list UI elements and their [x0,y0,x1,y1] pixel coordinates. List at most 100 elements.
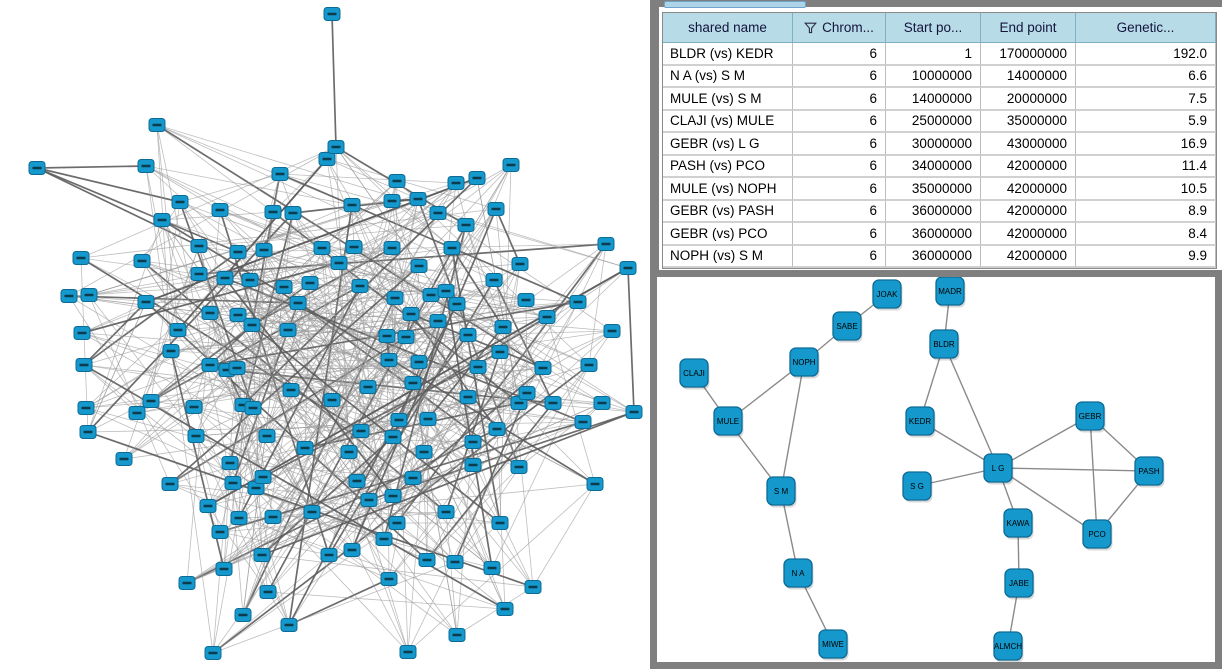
table-cell[interactable]: 6 [793,133,886,156]
table-cell[interactable]: 6 [793,200,886,223]
overview-node[interactable] [352,424,370,438]
node-miwe[interactable]: MIWE [818,629,849,661]
overview-node[interactable] [323,393,341,407]
overview-node[interactable] [491,516,509,530]
table-cell[interactable]: GEBR (vs) L G [663,133,793,156]
overview-node[interactable] [229,308,247,322]
detail-network-canvas[interactable]: JOAK MADR SABE BLDR NOPH CLAJI MULE KEDR GEBR L G… [657,277,1215,662]
overview-node[interactable] [128,406,146,420]
overview-node[interactable] [437,505,455,519]
overview-node[interactable] [446,555,464,569]
overview-node[interactable] [204,646,222,660]
overview-node[interactable] [378,329,396,343]
table-cell[interactable]: 14000000 [981,65,1076,88]
table-cell[interactable]: 42000000 [981,155,1076,178]
overview-node[interactable] [422,288,440,302]
table-cell[interactable]: 7.5 [1076,88,1216,111]
overview-node[interactable] [464,435,482,449]
overview-node[interactable] [243,318,261,332]
overview-node[interactable] [375,532,393,546]
overview-node[interactable] [469,360,487,374]
overview-node[interactable] [448,297,466,311]
table-cell[interactable]: 6 [793,88,886,111]
table-cell[interactable]: 6 [793,110,886,133]
table-cell[interactable]: 42000000 [981,200,1076,223]
overview-node[interactable] [340,445,358,459]
overview-node[interactable] [447,176,465,190]
overview-node[interactable] [241,273,259,287]
overview-node[interactable] [296,441,314,455]
overview-node[interactable] [510,460,528,474]
overview-node[interactable] [380,572,398,586]
table-cell[interactable]: 5.9 [1076,110,1216,133]
overview-node[interactable] [429,314,447,328]
overview-node[interactable] [580,358,598,372]
table-cell[interactable]: 1 [886,43,981,66]
table-cell[interactable]: 10.5 [1076,178,1216,201]
overview-node[interactable] [229,245,247,259]
overview-node[interactable] [153,213,171,227]
overview-node[interactable] [318,152,336,166]
overview-node[interactable] [494,320,512,334]
table-cell[interactable]: 8.4 [1076,223,1216,246]
table-cell[interactable]: 34000000 [886,155,981,178]
overview-node[interactable] [80,288,98,302]
overview-node[interactable] [518,386,536,400]
node-madr[interactable]: MADR [935,277,966,308]
table-cell[interactable]: 6 [793,245,886,268]
overview-node[interactable] [574,415,592,429]
overview-node[interactable] [459,328,477,342]
table-cell[interactable]: 30000000 [886,133,981,156]
overview-node[interactable] [597,237,615,251]
overview-node[interactable] [224,476,242,490]
table-cell[interactable]: 192.0 [1076,43,1216,66]
overview-node[interactable] [301,276,319,290]
overview-node[interactable] [388,516,406,530]
overview-node[interactable] [73,326,91,340]
overview-node[interactable] [161,477,179,491]
overview-node[interactable] [399,645,417,659]
overview-node[interactable] [323,7,341,21]
column-header-shared-name[interactable]: shared name [663,13,793,43]
column-header-chrom-[interactable]: Chrom... [793,13,886,43]
overview-node[interactable] [380,353,398,367]
overview-node[interactable] [437,284,455,298]
filter-icon[interactable] [804,22,818,34]
overview-node[interactable] [162,344,180,358]
node-almch[interactable]: ALMCH [993,631,1024,662]
overview-node[interactable] [255,243,273,257]
overview-node[interactable] [284,206,302,220]
overview-node[interactable] [72,251,90,265]
overview-node[interactable] [586,477,604,491]
table-cell[interactable]: 8.9 [1076,200,1216,223]
overview-node[interactable] [404,376,422,390]
overview-node[interactable] [468,171,486,185]
overview-node[interactable] [115,452,133,466]
overview-node[interactable] [534,361,552,375]
overview-node[interactable] [228,361,246,375]
overview-node[interactable] [234,608,252,622]
table-cell[interactable]: GEBR (vs) PASH [663,200,793,223]
overview-node[interactable] [60,289,78,303]
overview-network-canvas[interactable] [0,0,650,669]
table-cell[interactable]: 36000000 [886,200,981,223]
overview-node[interactable] [418,553,436,567]
overview-node[interactable] [137,159,155,173]
overview-node[interactable] [279,323,297,337]
overview-node[interactable] [199,499,217,513]
node-l-g[interactable]: L G [983,453,1014,485]
overview-node[interactable] [402,307,420,321]
node-n-a[interactable]: N A [783,558,814,590]
overview-node[interactable] [409,192,427,206]
overview-node[interactable] [383,241,401,255]
overview-node[interactable] [79,425,97,439]
overview-node[interactable] [201,306,219,320]
overview-node[interactable] [544,396,562,410]
overview-node[interactable] [282,383,300,397]
overview-node[interactable] [169,323,187,337]
overview-node[interactable] [137,295,155,309]
overview-node[interactable] [178,576,196,590]
overview-node[interactable] [190,267,208,281]
table-cell[interactable]: 6 [793,223,886,246]
overview-node[interactable] [28,161,46,175]
